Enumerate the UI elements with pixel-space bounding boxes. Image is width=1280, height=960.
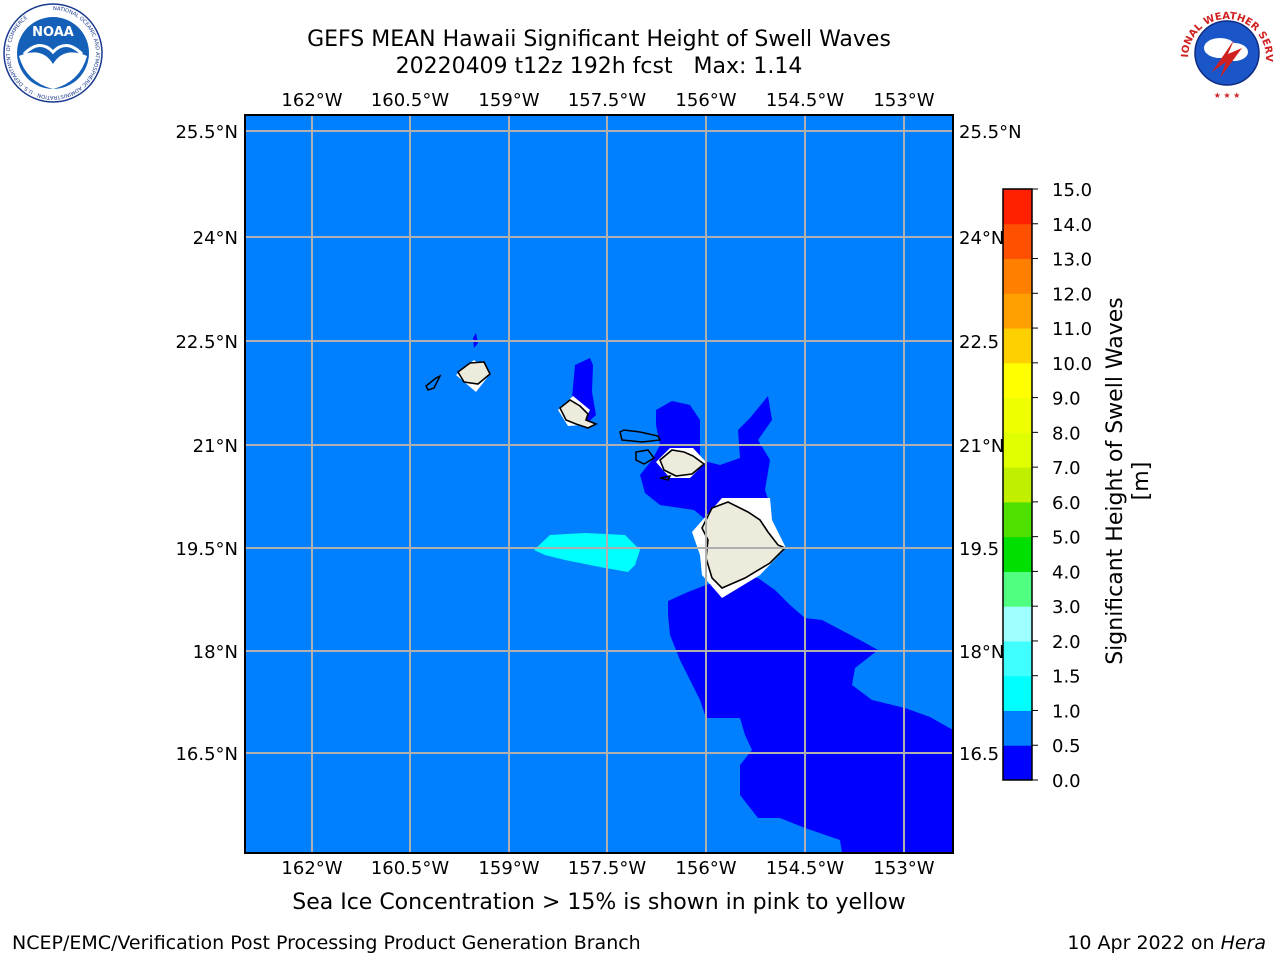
colorbar-bin	[1003, 223, 1032, 260]
lat-tick-label-right: 18°N	[959, 642, 1004, 663]
lat-tick-label-left: 25.5°N	[175, 122, 238, 143]
gridlines	[245, 115, 953, 853]
colorbar-tick-label: 4.0	[1052, 562, 1081, 583]
colorbar-bin	[1003, 640, 1032, 677]
noaa-logo: NOAA NATIONAL OCEANIC AND ATMOSPHERIC AD…	[3, 3, 103, 103]
lon-tick-label-top: 153°W	[873, 90, 934, 111]
colorbar-tick-label: 1.0	[1052, 701, 1081, 722]
colorbar-frame	[1002, 188, 1033, 781]
colorbar-bin	[1003, 745, 1032, 781]
colorbar-tick-label: 7.0	[1052, 458, 1081, 479]
lat-tick-label-right: 19.5	[959, 539, 999, 560]
colorbar-bin	[1003, 571, 1032, 607]
island-kahoolawe	[659, 474, 672, 481]
colorbar-bin	[1003, 710, 1032, 746]
swell-contours	[473, 333, 953, 853]
colorbar-tick-label: 1.5	[1052, 667, 1081, 688]
svg-text:★ ★ ★: ★ ★ ★	[1214, 91, 1241, 100]
lat-tick-label-right: 16.5	[959, 744, 999, 765]
footer-credit: NCEP/EMC/Verification Post Processing Pr…	[12, 932, 641, 954]
colorbar-tick-label: 13.0	[1052, 250, 1092, 271]
footer-date-text: 10 Apr 2022 on	[1067, 932, 1221, 954]
lon-tick-label-bottom: 154.5°W	[766, 858, 845, 879]
lon-tick-label-top: 162°W	[281, 90, 342, 111]
lon-tick-label-bottom: 153°W	[873, 858, 934, 879]
lat-tick-label-right: 22.5	[959, 332, 999, 353]
colorbar-bin	[1003, 432, 1032, 468]
chart-subtitle-forecast: 20220409 t12z 192h fcst Max: 1.14	[395, 54, 803, 79]
lon-tick-label-top: 159°W	[478, 90, 539, 111]
sea-ice-note: Sea Ice Concentration > 15% is shown in …	[292, 890, 906, 915]
lat-tick-label-right: 21°N	[959, 436, 1004, 457]
colorbar-bin	[1003, 501, 1032, 538]
lat-tick-label-left: 16.5°N	[175, 744, 238, 765]
island-niihau	[425, 374, 442, 391]
colorbar-bin	[1003, 467, 1032, 503]
footer-date: 10 Apr 2022 on Hera	[1067, 932, 1266, 954]
lat-tick-label-right: 24°N	[959, 228, 1004, 249]
island-lanai	[635, 449, 656, 465]
colorbar-tick-label: 11.0	[1052, 319, 1092, 340]
footer-machine: Hera	[1220, 932, 1266, 954]
colorbar-tick-label: 0.5	[1052, 736, 1081, 757]
colorbar-tick-label: 10.0	[1052, 354, 1092, 375]
lat-tick-label-left: 22.5°N	[175, 332, 238, 353]
lon-tick-label-bottom: 160.5°W	[371, 858, 450, 879]
swell-region-low-south	[668, 576, 953, 853]
lon-tick-label-top: 156°W	[675, 90, 736, 111]
lon-tick-label-top: 160.5°W	[371, 90, 450, 111]
colorbar-bin	[1003, 397, 1032, 433]
colorbar-tick-label: 12.0	[1052, 284, 1092, 305]
colorbar-bin	[1003, 328, 1032, 364]
map-frame	[244, 114, 954, 854]
colorbar-bin	[1003, 293, 1032, 329]
colorbar-bin	[1003, 536, 1032, 572]
lon-tick-label-bottom: 162°W	[281, 858, 342, 879]
island-big-island	[701, 501, 787, 589]
chart-title: GEFS MEAN Hawaii Significant Height of S…	[307, 27, 891, 52]
colorbar-tick-label: 2.0	[1052, 632, 1081, 653]
nws-logo: NATIONAL WEATHER SERVICE ★ ★ ★	[1176, 2, 1276, 102]
colorbar-tick-label: 9.0	[1052, 389, 1081, 410]
lat-tick-label-right: 25.5°N	[959, 122, 1022, 143]
colorbar-bin	[1003, 189, 1032, 225]
island-oahu	[558, 399, 598, 429]
colorbar-bin	[1003, 606, 1032, 642]
colorbar-bin	[1003, 362, 1032, 399]
lat-tick-label-left: 19.5°N	[175, 539, 238, 560]
lat-tick-label-left: 18°N	[193, 642, 238, 663]
noaa-logo-text: NOAA	[32, 25, 74, 40]
lon-tick-label-top: 154.5°W	[766, 90, 845, 111]
colorbar-tick-label: 3.0	[1052, 597, 1081, 618]
lon-tick-label-bottom: 156°W	[675, 858, 736, 879]
colorbar-tick-label: 15.0	[1052, 180, 1092, 201]
island-molokai	[619, 429, 662, 443]
swell-region-medium-lee	[534, 533, 640, 572]
colorbar-tick-label: 14.0	[1052, 215, 1092, 236]
lat-tick-label-left: 24°N	[193, 228, 238, 249]
colorbar-label: Significant Height of Swell Waves [m]	[1103, 297, 1154, 665]
lon-tick-label-top: 157.5°W	[568, 90, 647, 111]
colorbar-tick-label: 5.0	[1052, 528, 1081, 549]
colorbar-tick-label: 6.0	[1052, 493, 1081, 514]
colorbar-bin	[1003, 258, 1032, 294]
colorbar: 15.0 14.0 13.0 12.0 11.0 10.0 9.0 8.0 7.0 6.0 5.0 4…	[1002, 180, 1092, 792]
lon-tick-label-bottom: 157.5°W	[568, 858, 647, 879]
island-kauai	[456, 361, 491, 385]
lon-tick-label-bottom: 159°W	[478, 858, 539, 879]
axis-tick-labels: 162°W 162°W 160.5°W 160.5°W 159°W 159°W 157.5°…	[175, 90, 1021, 879]
island-maui	[659, 449, 706, 477]
colorbar-tick-label: 0.0	[1052, 771, 1081, 792]
lat-tick-label-left: 21°N	[193, 436, 238, 457]
colorbar-tick-label: 8.0	[1052, 423, 1081, 444]
colorbar-bin	[1003, 675, 1032, 711]
